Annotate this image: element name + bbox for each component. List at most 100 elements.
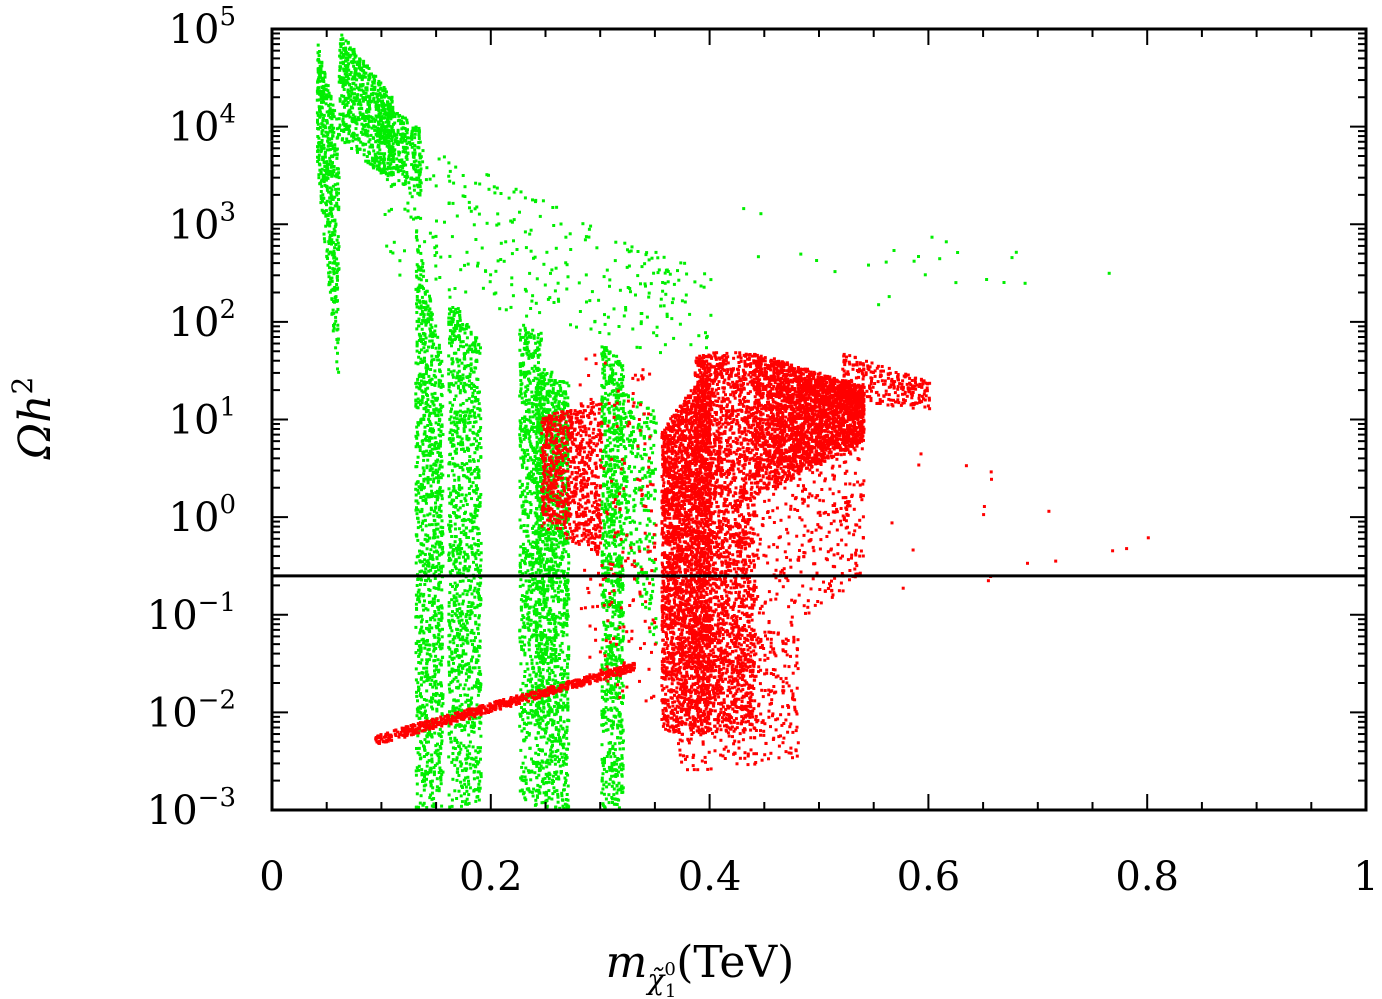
green-point — [420, 507, 424, 511]
green-point — [519, 565, 522, 569]
green-point — [327, 271, 331, 275]
green-point — [423, 639, 427, 643]
green-point — [436, 621, 440, 625]
green-point — [472, 420, 476, 424]
green-point — [366, 82, 370, 86]
green-point — [439, 439, 443, 443]
green-point — [479, 685, 483, 689]
green-point — [469, 414, 473, 418]
green-point — [372, 166, 376, 170]
green-point — [473, 595, 477, 599]
green-point — [353, 77, 356, 81]
green-point — [460, 729, 464, 732]
green-point — [522, 489, 526, 493]
green-point — [470, 611, 474, 615]
green-point — [452, 603, 456, 607]
green-point — [416, 433, 420, 437]
green-point — [328, 186, 332, 190]
green-point — [335, 201, 339, 205]
green-point — [425, 806, 429, 809]
green-point — [472, 631, 476, 635]
green-point — [424, 716, 427, 720]
green-point — [453, 478, 457, 482]
green-point — [419, 379, 423, 383]
green-point — [338, 42, 342, 46]
green-point — [412, 184, 416, 188]
green-point — [460, 547, 464, 550]
green-point — [562, 569, 566, 573]
green-point — [374, 140, 378, 144]
green-point — [433, 566, 437, 569]
green-point — [524, 778, 528, 782]
green-point — [431, 473, 435, 477]
green-point — [438, 645, 442, 649]
green-point — [371, 93, 375, 97]
green-point — [325, 121, 329, 125]
green-point — [353, 117, 356, 121]
green-point — [426, 367, 430, 371]
green-point — [472, 341, 476, 345]
green-point — [473, 476, 477, 480]
green-point — [472, 414, 476, 418]
green-point — [452, 562, 456, 566]
green-point — [547, 473, 551, 477]
green-point — [421, 629, 425, 633]
green-point — [550, 750, 554, 754]
green-point — [459, 670, 463, 674]
green-point — [330, 188, 334, 192]
green-point — [370, 156, 374, 160]
green-point — [459, 443, 463, 447]
green-point — [441, 526, 445, 530]
green-point — [420, 614, 424, 618]
green-point — [335, 156, 339, 160]
green-point — [469, 332, 473, 336]
green-point — [527, 377, 530, 381]
green-point — [453, 410, 457, 414]
green-point — [425, 464, 429, 468]
green-point — [449, 740, 453, 744]
green-point — [434, 647, 438, 650]
green-point — [471, 430, 475, 434]
green-point — [432, 509, 436, 513]
green-point — [453, 789, 457, 793]
green-point — [447, 372, 451, 376]
green-point — [448, 687, 451, 691]
green-point — [421, 498, 425, 502]
green-point — [353, 72, 357, 76]
green-point — [431, 427, 435, 431]
green-point — [430, 467, 434, 471]
green-point — [415, 319, 419, 323]
green-point — [536, 369, 540, 372]
green-point — [376, 81, 380, 85]
green-point — [468, 698, 472, 702]
green-point — [425, 289, 429, 293]
green-point — [465, 343, 468, 347]
green-point — [475, 658, 479, 662]
green-point — [555, 555, 559, 559]
green-point — [542, 791, 546, 795]
green-point — [473, 509, 477, 513]
green-point — [387, 115, 391, 119]
green-point — [453, 739, 457, 742]
green-point — [415, 263, 419, 267]
green-point — [424, 533, 428, 537]
green-point — [520, 448, 524, 452]
green-point — [463, 354, 466, 358]
green-point — [476, 566, 480, 570]
green-point — [359, 68, 363, 72]
green-point — [358, 100, 361, 104]
green-point — [415, 385, 419, 389]
green-point — [542, 565, 546, 569]
green-point — [423, 738, 427, 742]
green-point — [372, 88, 376, 92]
green-point — [362, 148, 366, 152]
green-point — [437, 362, 441, 366]
green-point — [392, 160, 396, 164]
green-point — [527, 398, 531, 402]
green-point — [397, 114, 401, 118]
green-point — [523, 595, 527, 598]
green-point — [426, 608, 430, 612]
green-point — [416, 710, 420, 714]
green-point — [336, 182, 340, 186]
green-point — [316, 51, 320, 55]
